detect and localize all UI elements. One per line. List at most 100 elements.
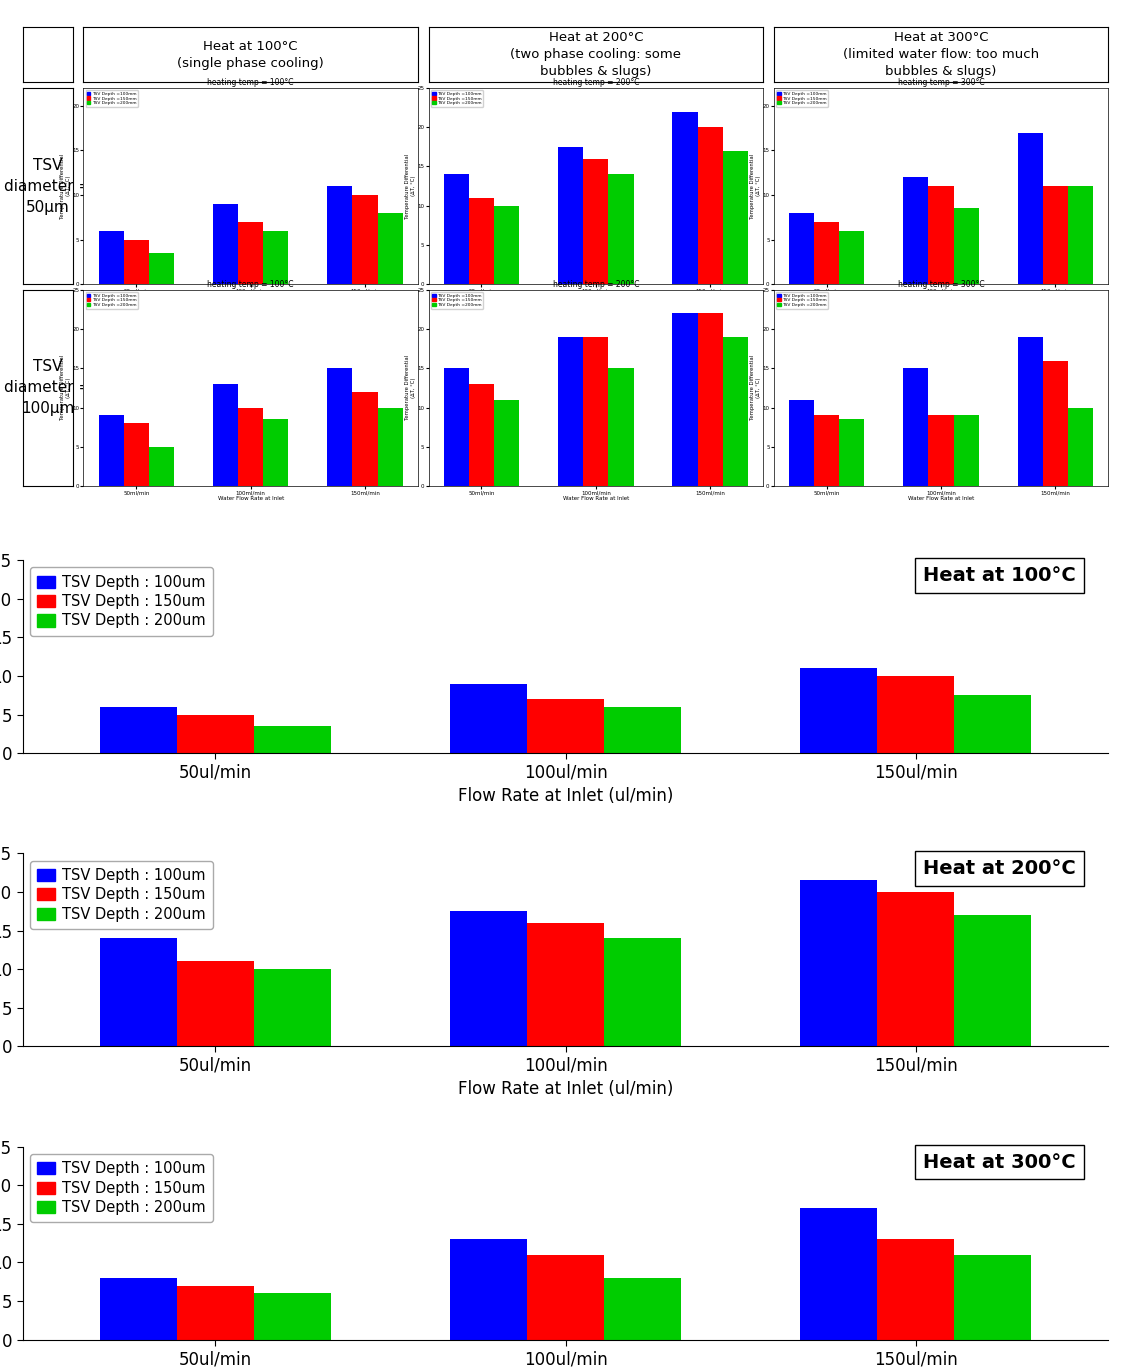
Y-axis label: Temperature Differential
(∆T, °C): Temperature Differential (∆T, °C) xyxy=(60,153,71,219)
Bar xyxy=(608,175,633,284)
Title: heating temp = 300°C: heating temp = 300°C xyxy=(898,78,984,87)
Bar xyxy=(527,699,604,753)
X-axis label: Water Flow Rate at Inlet: Water Flow Rate at Inlet xyxy=(217,496,284,502)
Text: Heat at 200°C
(two phase cooling: some
bubbles & slugs): Heat at 200°C (two phase cooling: some b… xyxy=(510,31,681,78)
Bar xyxy=(450,912,527,1046)
X-axis label: Flow Rate at Inlet (ul/min): Flow Rate at Inlet (ul/min) xyxy=(458,787,673,805)
Bar xyxy=(378,213,403,284)
Bar xyxy=(955,915,1031,1046)
Y-axis label: Temperature Differential
(∆T, °C): Temperature Differential (∆T, °C) xyxy=(750,355,761,421)
Title: heating temp = 200°C: heating temp = 200°C xyxy=(553,78,639,87)
Bar xyxy=(604,938,681,1046)
Bar xyxy=(1018,133,1043,284)
Bar xyxy=(929,416,953,485)
Bar xyxy=(100,1278,176,1340)
X-axis label: Flow Rate at Inlet (ul/min): Flow Rate at Inlet (ul/min) xyxy=(458,1080,673,1098)
Y-axis label: Temperature Differential
(∆T, °C): Temperature Differential (∆T, °C) xyxy=(60,355,71,421)
Legend: TSV Depth =100mm, TSV Depth =150mm, TSV Depth =200mm: TSV Depth =100mm, TSV Depth =150mm, TSV … xyxy=(431,90,483,107)
Bar xyxy=(789,213,814,284)
Bar xyxy=(1068,407,1094,485)
Bar xyxy=(494,205,519,284)
Bar xyxy=(176,1285,253,1340)
X-axis label: Water Flow Rate at Inlet: Water Flow Rate at Inlet xyxy=(563,496,629,502)
Bar xyxy=(953,208,978,284)
Bar xyxy=(123,239,149,284)
Bar xyxy=(878,1240,955,1340)
Legend: TSV Depth =100mm, TSV Depth =150mm, TSV Depth =200mm: TSV Depth =100mm, TSV Depth =150mm, TSV … xyxy=(776,293,828,309)
Bar xyxy=(673,112,698,284)
Bar xyxy=(929,186,953,284)
Bar xyxy=(264,420,288,485)
Y-axis label: Temperature Differential
(∆T, °C): Temperature Differential (∆T, °C) xyxy=(750,153,761,219)
X-axis label: Water Flow Rate at Inlet: Water Flow Rate at Inlet xyxy=(217,294,284,299)
X-axis label: Water Flow Rate at Inlet: Water Flow Rate at Inlet xyxy=(908,496,974,502)
Bar xyxy=(253,726,331,753)
Bar xyxy=(378,407,403,485)
Bar xyxy=(450,684,527,753)
Bar xyxy=(800,1208,878,1340)
X-axis label: Water Flow Rate at Inlet: Water Flow Rate at Inlet xyxy=(563,294,629,299)
Bar xyxy=(955,1255,1031,1340)
Bar xyxy=(469,384,494,485)
Bar xyxy=(558,146,584,284)
Bar xyxy=(955,696,1031,753)
Bar xyxy=(839,420,864,485)
Bar xyxy=(1043,186,1068,284)
Text: Heat at 100°C
(single phase cooling): Heat at 100°C (single phase cooling) xyxy=(178,40,325,70)
Bar xyxy=(558,338,584,485)
Text: Heat at 300°C
(limited water flow: too much
bubbles & slugs): Heat at 300°C (limited water flow: too m… xyxy=(843,31,1039,78)
Bar xyxy=(213,204,239,284)
Bar xyxy=(723,338,748,485)
Bar xyxy=(443,175,469,284)
Legend: TSV Depth : 100um, TSV Depth : 150um, TSV Depth : 200um: TSV Depth : 100um, TSV Depth : 150um, TS… xyxy=(29,1154,213,1222)
Legend: TSV Depth : 100um, TSV Depth : 150um, TSV Depth : 200um: TSV Depth : 100um, TSV Depth : 150um, TS… xyxy=(29,567,213,636)
Title: heating temp = 100°C: heating temp = 100°C xyxy=(207,280,294,290)
Bar xyxy=(98,231,123,284)
Bar xyxy=(800,668,878,753)
Bar xyxy=(800,880,878,1046)
Bar xyxy=(327,368,353,485)
Legend: TSV Depth =100mm, TSV Depth =150mm, TSV Depth =200mm: TSV Depth =100mm, TSV Depth =150mm, TSV … xyxy=(431,293,483,309)
Bar xyxy=(878,893,955,1046)
Legend: TSV Depth =100mm, TSV Depth =150mm, TSV Depth =200mm: TSV Depth =100mm, TSV Depth =150mm, TSV … xyxy=(776,90,828,107)
Text: Heat at 300°C: Heat at 300°C xyxy=(923,1152,1076,1172)
Bar xyxy=(698,313,723,485)
Y-axis label: Temperature Differential
(∆T, °C): Temperature Differential (∆T, °C) xyxy=(405,153,416,219)
Bar xyxy=(443,368,469,485)
Legend: TSV Depth =100mm, TSV Depth =150mm, TSV Depth =200mm: TSV Depth =100mm, TSV Depth =150mm, TSV … xyxy=(86,293,138,309)
Bar xyxy=(176,715,253,753)
Bar xyxy=(723,150,748,284)
X-axis label: Water Flow Rate at Inlet: Water Flow Rate at Inlet xyxy=(908,294,974,299)
Bar xyxy=(953,416,978,485)
Bar xyxy=(239,407,264,485)
Text: TSV
diameter =
50μm: TSV diameter = 50μm xyxy=(5,157,92,215)
Title: heating temp = 200°C: heating temp = 200°C xyxy=(553,280,639,290)
Bar xyxy=(98,416,123,485)
Bar xyxy=(527,1255,604,1340)
Bar xyxy=(604,1278,681,1340)
Bar xyxy=(469,198,494,284)
Bar xyxy=(123,424,149,485)
Bar xyxy=(100,707,176,753)
Bar xyxy=(904,368,929,485)
Bar xyxy=(264,231,288,284)
Bar xyxy=(176,961,253,1046)
Bar xyxy=(353,195,378,284)
Bar xyxy=(213,384,239,485)
Legend: TSV Depth =100mm, TSV Depth =150mm, TSV Depth =200mm: TSV Depth =100mm, TSV Depth =150mm, TSV … xyxy=(86,90,138,107)
Bar xyxy=(814,221,839,284)
Y-axis label: Temperature Differential
(∆T, °C): Temperature Differential (∆T, °C) xyxy=(405,355,416,421)
Bar xyxy=(673,313,698,485)
Bar xyxy=(450,1240,527,1340)
Bar xyxy=(878,675,955,753)
Bar xyxy=(604,707,681,753)
Bar xyxy=(814,416,839,485)
Text: Heat at 100°C: Heat at 100°C xyxy=(923,566,1076,585)
Bar xyxy=(1043,361,1068,485)
Bar xyxy=(584,159,608,284)
Bar xyxy=(494,399,519,485)
Text: Heat at 200°C: Heat at 200°C xyxy=(923,860,1076,878)
Bar xyxy=(353,392,378,485)
Bar xyxy=(149,253,174,284)
Text: TSV
diameter =
100μm: TSV diameter = 100μm xyxy=(5,360,92,417)
